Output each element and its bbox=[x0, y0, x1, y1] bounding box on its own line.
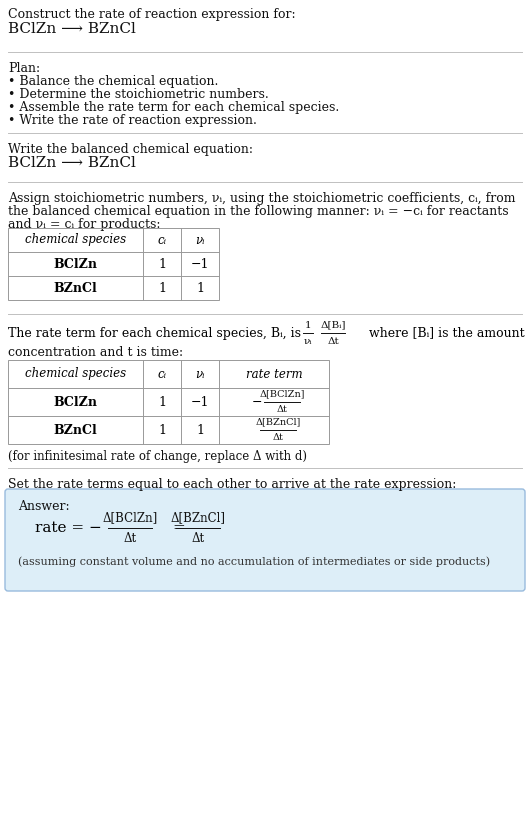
Text: 1: 1 bbox=[158, 423, 166, 437]
Text: BZnCl: BZnCl bbox=[54, 423, 98, 437]
Text: (assuming constant volume and no accumulation of intermediates or side products): (assuming constant volume and no accumul… bbox=[18, 556, 490, 566]
Text: 1: 1 bbox=[305, 320, 311, 329]
Text: 1: 1 bbox=[158, 257, 166, 271]
Text: where [Bᵢ] is the amount: where [Bᵢ] is the amount bbox=[369, 327, 525, 339]
Text: 1: 1 bbox=[196, 423, 204, 437]
Text: Δ[BClZn]: Δ[BClZn] bbox=[259, 390, 305, 399]
Text: chemical species: chemical species bbox=[25, 234, 126, 246]
Text: 1: 1 bbox=[196, 282, 204, 294]
Text: the balanced chemical equation in the following manner: νᵢ = −cᵢ for reactants: the balanced chemical equation in the fo… bbox=[8, 205, 509, 218]
Text: cᵢ: cᵢ bbox=[157, 368, 166, 380]
Text: 1: 1 bbox=[158, 282, 166, 294]
Bar bbox=[8, 360, 329, 444]
Text: Plan:: Plan: bbox=[8, 62, 40, 75]
Text: −1: −1 bbox=[191, 396, 209, 408]
Text: BClZn: BClZn bbox=[54, 257, 98, 271]
Text: • Determine the stoichiometric numbers.: • Determine the stoichiometric numbers. bbox=[8, 88, 269, 101]
Text: −: − bbox=[252, 396, 262, 408]
Text: rate = −: rate = − bbox=[35, 521, 102, 535]
Text: Write the balanced chemical equation:: Write the balanced chemical equation: bbox=[8, 143, 253, 156]
Text: BClZn: BClZn bbox=[54, 396, 98, 408]
FancyBboxPatch shape bbox=[5, 489, 525, 591]
Text: • Balance the chemical equation.: • Balance the chemical equation. bbox=[8, 75, 218, 88]
Text: Δt: Δt bbox=[277, 406, 287, 415]
Text: −1: −1 bbox=[191, 257, 209, 271]
Text: Assign stoichiometric numbers, νᵢ, using the stoichiometric coefficients, cᵢ, fr: Assign stoichiometric numbers, νᵢ, using… bbox=[8, 192, 516, 205]
Text: • Assemble the rate term for each chemical species.: • Assemble the rate term for each chemic… bbox=[8, 101, 339, 114]
Text: and νᵢ = cᵢ for products:: and νᵢ = cᵢ for products: bbox=[8, 218, 161, 231]
Text: The rate term for each chemical species, Bᵢ, is: The rate term for each chemical species,… bbox=[8, 327, 301, 339]
Text: cᵢ: cᵢ bbox=[157, 234, 166, 246]
Text: νᵢ: νᵢ bbox=[195, 234, 205, 246]
Text: νᵢ: νᵢ bbox=[304, 337, 312, 345]
Text: BZnCl: BZnCl bbox=[54, 282, 98, 294]
Text: Set the rate terms equal to each other to arrive at the rate expression:: Set the rate terms equal to each other t… bbox=[8, 478, 456, 491]
Bar bbox=[8, 228, 219, 300]
Text: Δt: Δt bbox=[327, 337, 339, 345]
Text: • Write the rate of reaction expression.: • Write the rate of reaction expression. bbox=[8, 114, 257, 127]
Text: rate term: rate term bbox=[246, 368, 302, 380]
Text: Answer:: Answer: bbox=[18, 500, 69, 513]
Text: BClZn ⟶ BZnCl: BClZn ⟶ BZnCl bbox=[8, 22, 136, 36]
Text: concentration and t is time:: concentration and t is time: bbox=[8, 346, 183, 359]
Text: BClZn ⟶ BZnCl: BClZn ⟶ BZnCl bbox=[8, 156, 136, 170]
Text: =: = bbox=[172, 521, 185, 535]
Text: Δt: Δt bbox=[191, 531, 205, 545]
Text: Δ[BZnCl]: Δ[BZnCl] bbox=[171, 511, 225, 525]
Text: chemical species: chemical species bbox=[25, 368, 126, 380]
Text: Δ[BZnCl]: Δ[BZnCl] bbox=[255, 417, 301, 427]
Text: (for infinitesimal rate of change, replace Δ with d): (for infinitesimal rate of change, repla… bbox=[8, 450, 307, 463]
Text: Δ[BClZn]: Δ[BClZn] bbox=[102, 511, 157, 525]
Text: Δt: Δt bbox=[123, 531, 137, 545]
Text: Construct the rate of reaction expression for:: Construct the rate of reaction expressio… bbox=[8, 8, 296, 21]
Text: Δ[Bᵢ]: Δ[Bᵢ] bbox=[320, 320, 346, 329]
Text: 1: 1 bbox=[158, 396, 166, 408]
Text: Δt: Δt bbox=[272, 433, 284, 442]
Text: νᵢ: νᵢ bbox=[195, 368, 205, 380]
